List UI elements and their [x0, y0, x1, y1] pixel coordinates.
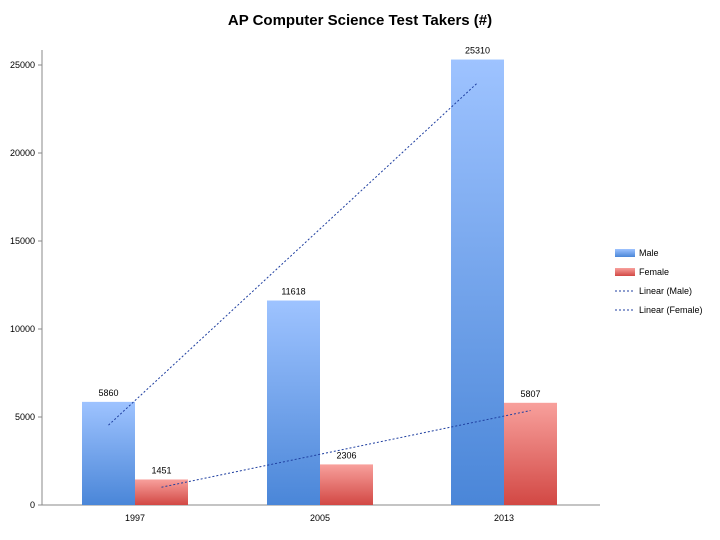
y-tick-label: 0 — [30, 500, 35, 510]
x-tick-label: 2013 — [494, 513, 514, 523]
y-tick-label: 20000 — [10, 148, 35, 158]
bar-male — [82, 401, 135, 505]
bar-female — [320, 464, 373, 505]
y-tick-label: 25000 — [10, 60, 35, 70]
legend-label: Male — [639, 248, 659, 258]
data-label: 25310 — [465, 46, 490, 56]
data-label: 5860 — [98, 388, 118, 398]
plot-area: 0 5000 10000 15000 20000 25000 5860 1451 1997 116… — [10, 46, 600, 523]
y-tick-label: 10000 — [10, 324, 35, 334]
trendline-female — [161, 410, 531, 488]
data-label: 2306 — [336, 450, 356, 460]
data-label: 11618 — [281, 287, 305, 297]
bar-male — [451, 59, 504, 505]
x-tick-label: 1997 — [125, 513, 145, 523]
legend-swatch — [615, 268, 635, 276]
bar-female — [135, 479, 188, 505]
data-label: 5807 — [520, 389, 540, 399]
legend-label: Linear (Male) — [639, 286, 692, 296]
legend-label: Linear (Female) — [639, 305, 703, 315]
x-tick-label: 2005 — [310, 513, 330, 523]
legend-label: Female — [639, 267, 669, 277]
chart-title: AP Computer Science Test Takers (#) — [227, 12, 493, 29]
bar-female — [504, 402, 557, 505]
legend-swatch — [615, 249, 635, 257]
y-tick-label: 5000 — [15, 412, 35, 422]
data-label: 1451 — [151, 465, 171, 475]
bar-male — [267, 300, 320, 505]
y-tick-label: 15000 — [10, 236, 35, 246]
legend: Male Female Linear (Male) Linear (Female) — [615, 248, 703, 315]
